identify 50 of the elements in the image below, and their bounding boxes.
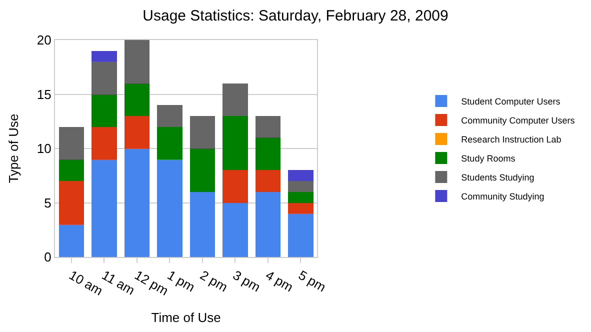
x-tick-label: 3 pm	[230, 267, 263, 295]
bar	[92, 159, 117, 257]
bar	[288, 181, 314, 192]
bar	[92, 126, 117, 160]
bar	[288, 170, 314, 182]
y-tick-label: 5	[44, 195, 52, 210]
x-tick-label: 2 pm	[198, 267, 230, 295]
bar	[255, 192, 281, 257]
bar	[124, 40, 150, 84]
bar	[124, 83, 150, 116]
x-axis-title: Time of Use	[151, 310, 221, 325]
legend-label: Research Instruction Lab	[461, 134, 562, 145]
bar	[58, 181, 84, 224]
bar	[255, 138, 281, 170]
legend-label: Study Rooms	[461, 154, 516, 164]
y-tick-label: 0	[44, 250, 52, 265]
y-axis-title: Type of Use	[6, 114, 21, 184]
bar	[58, 126, 84, 160]
bar	[92, 62, 117, 94]
bar	[124, 116, 150, 148]
bar	[190, 192, 216, 257]
x-tick-label: 4 pm	[263, 267, 296, 295]
legend-label: Community Computer Users	[461, 116, 576, 126]
bar	[157, 159, 182, 257]
bar	[190, 148, 216, 192]
chart-title: Usage Statistics: Saturday, February 28, 2009	[142, 7, 448, 24]
bar	[222, 202, 248, 257]
bar	[288, 214, 314, 257]
bar	[92, 94, 117, 127]
bar	[222, 83, 248, 116]
bar	[92, 50, 117, 62]
bar	[58, 159, 84, 182]
bar	[157, 126, 182, 160]
bar	[222, 116, 248, 170]
y-tick-label: 10	[36, 141, 52, 156]
bar	[190, 116, 216, 148]
bar	[255, 116, 281, 138]
bar	[124, 148, 150, 257]
bar	[288, 192, 314, 203]
bar	[58, 224, 84, 257]
bar	[255, 170, 281, 192]
bar	[288, 202, 314, 214]
bar	[222, 170, 248, 203]
legend-label: Students Studying	[461, 172, 534, 183]
x-tick-label: 5 pm	[296, 267, 328, 295]
legend-label: Community Studying	[461, 192, 544, 202]
bar	[157, 105, 182, 127]
legend-label: Student Computer Users	[461, 96, 561, 107]
y-tick-label: 20	[36, 32, 52, 48]
y-tick-label: 15	[36, 86, 52, 102]
